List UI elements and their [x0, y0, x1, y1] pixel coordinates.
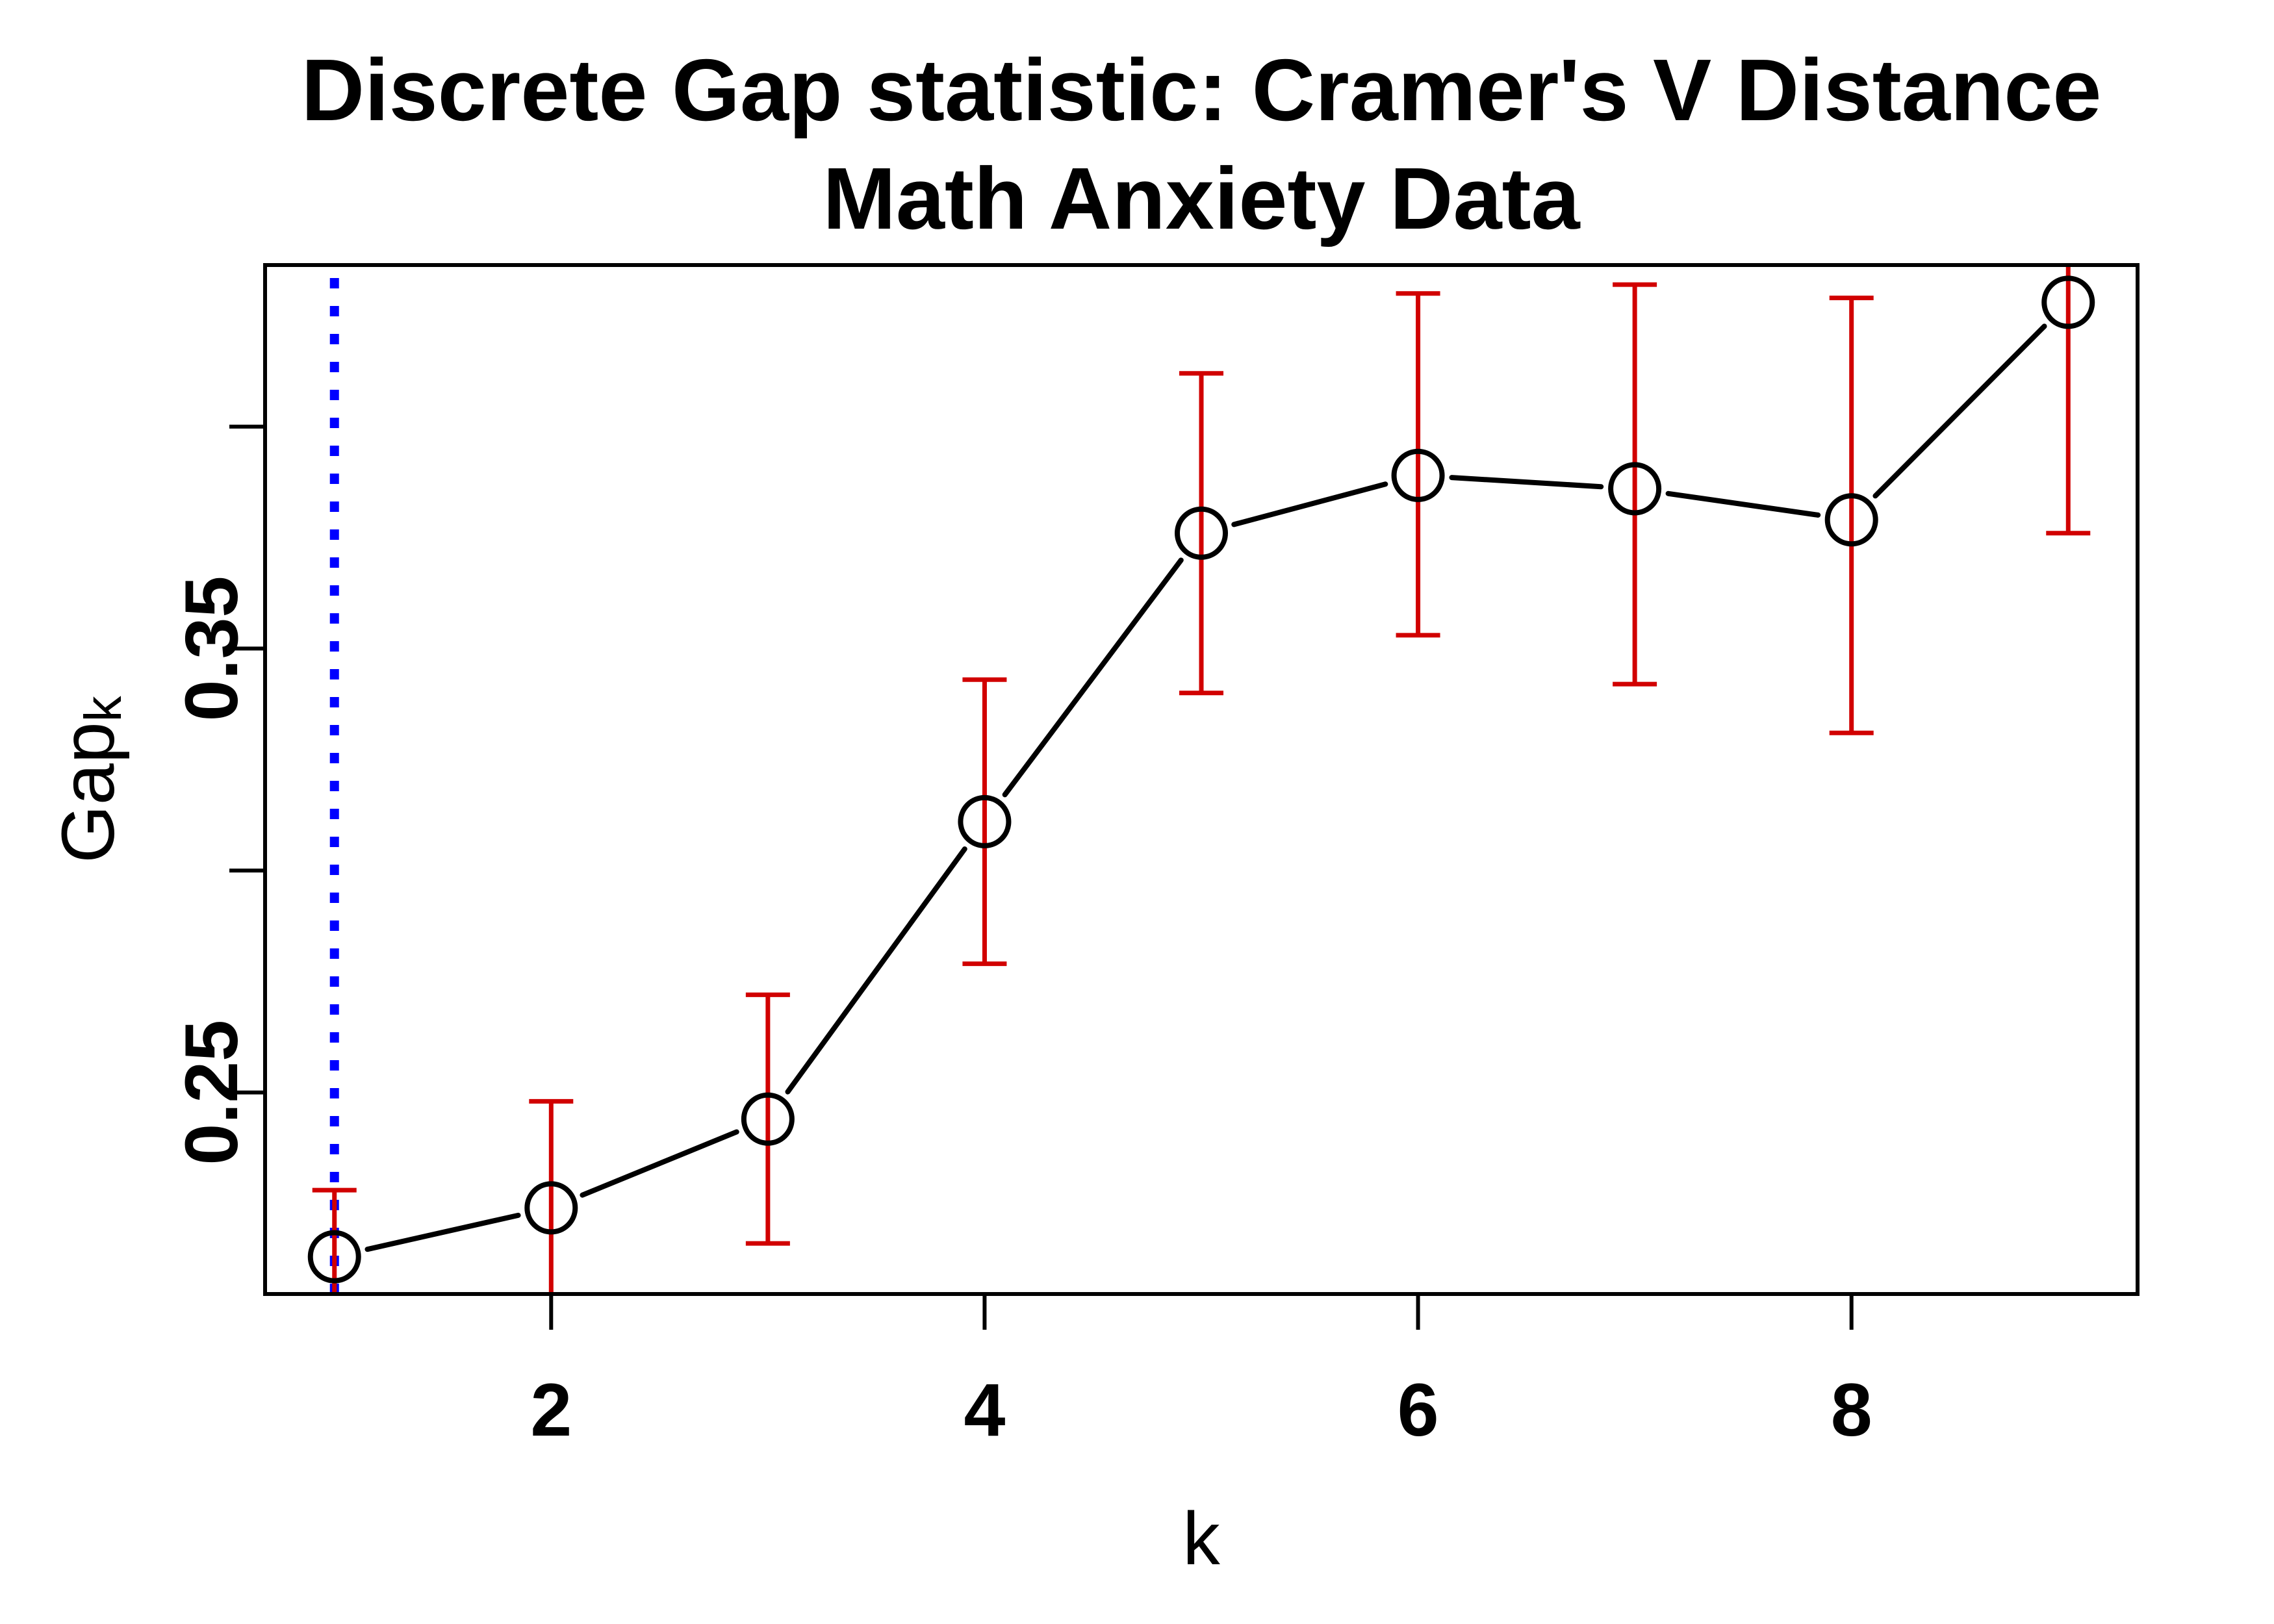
data-point-k4	[958, 794, 1012, 848]
x-tick-label-8: 8	[1831, 1369, 1872, 1452]
x-tick-label-6: 6	[1398, 1369, 1439, 1452]
y-axis-label: Gapk	[47, 695, 132, 863]
data-point-k7	[1608, 462, 1662, 516]
series-line-segment	[1665, 490, 1821, 518]
data-point-k5	[1175, 506, 1228, 560]
x-axis-label: k	[1182, 1497, 1220, 1580]
chart-title-line1: Discrete Gap statistic: Cramer's V Dista…	[301, 41, 2102, 139]
data-point-k3	[741, 1092, 795, 1146]
data-point-k6	[1391, 448, 1445, 502]
y-tick-label-0.35: 0.35	[170, 576, 253, 721]
data-point-k2	[524, 1181, 578, 1235]
series-line-segment	[1231, 481, 1388, 527]
data-point-k9	[2041, 275, 2095, 329]
series-line-segment	[1449, 475, 1604, 490]
series-line-segment	[785, 846, 967, 1095]
plot-border	[263, 263, 2140, 1296]
series-line-segment	[364, 1212, 521, 1252]
plot-area	[307, 265, 2095, 1294]
data-point-k8	[1824, 493, 1878, 547]
chart-title-line2: Math Anxiety Data	[823, 149, 1580, 247]
y-tick-label-0.25: 0.25	[170, 1020, 253, 1165]
x-tick-label-2: 2	[530, 1369, 572, 1452]
series-line-segment	[1002, 557, 1184, 798]
series-line-segment	[580, 1129, 739, 1198]
series-line-segment	[1872, 324, 2047, 499]
x-tick-label-4: 4	[964, 1369, 1005, 1452]
data-point-k1	[307, 1230, 361, 1284]
